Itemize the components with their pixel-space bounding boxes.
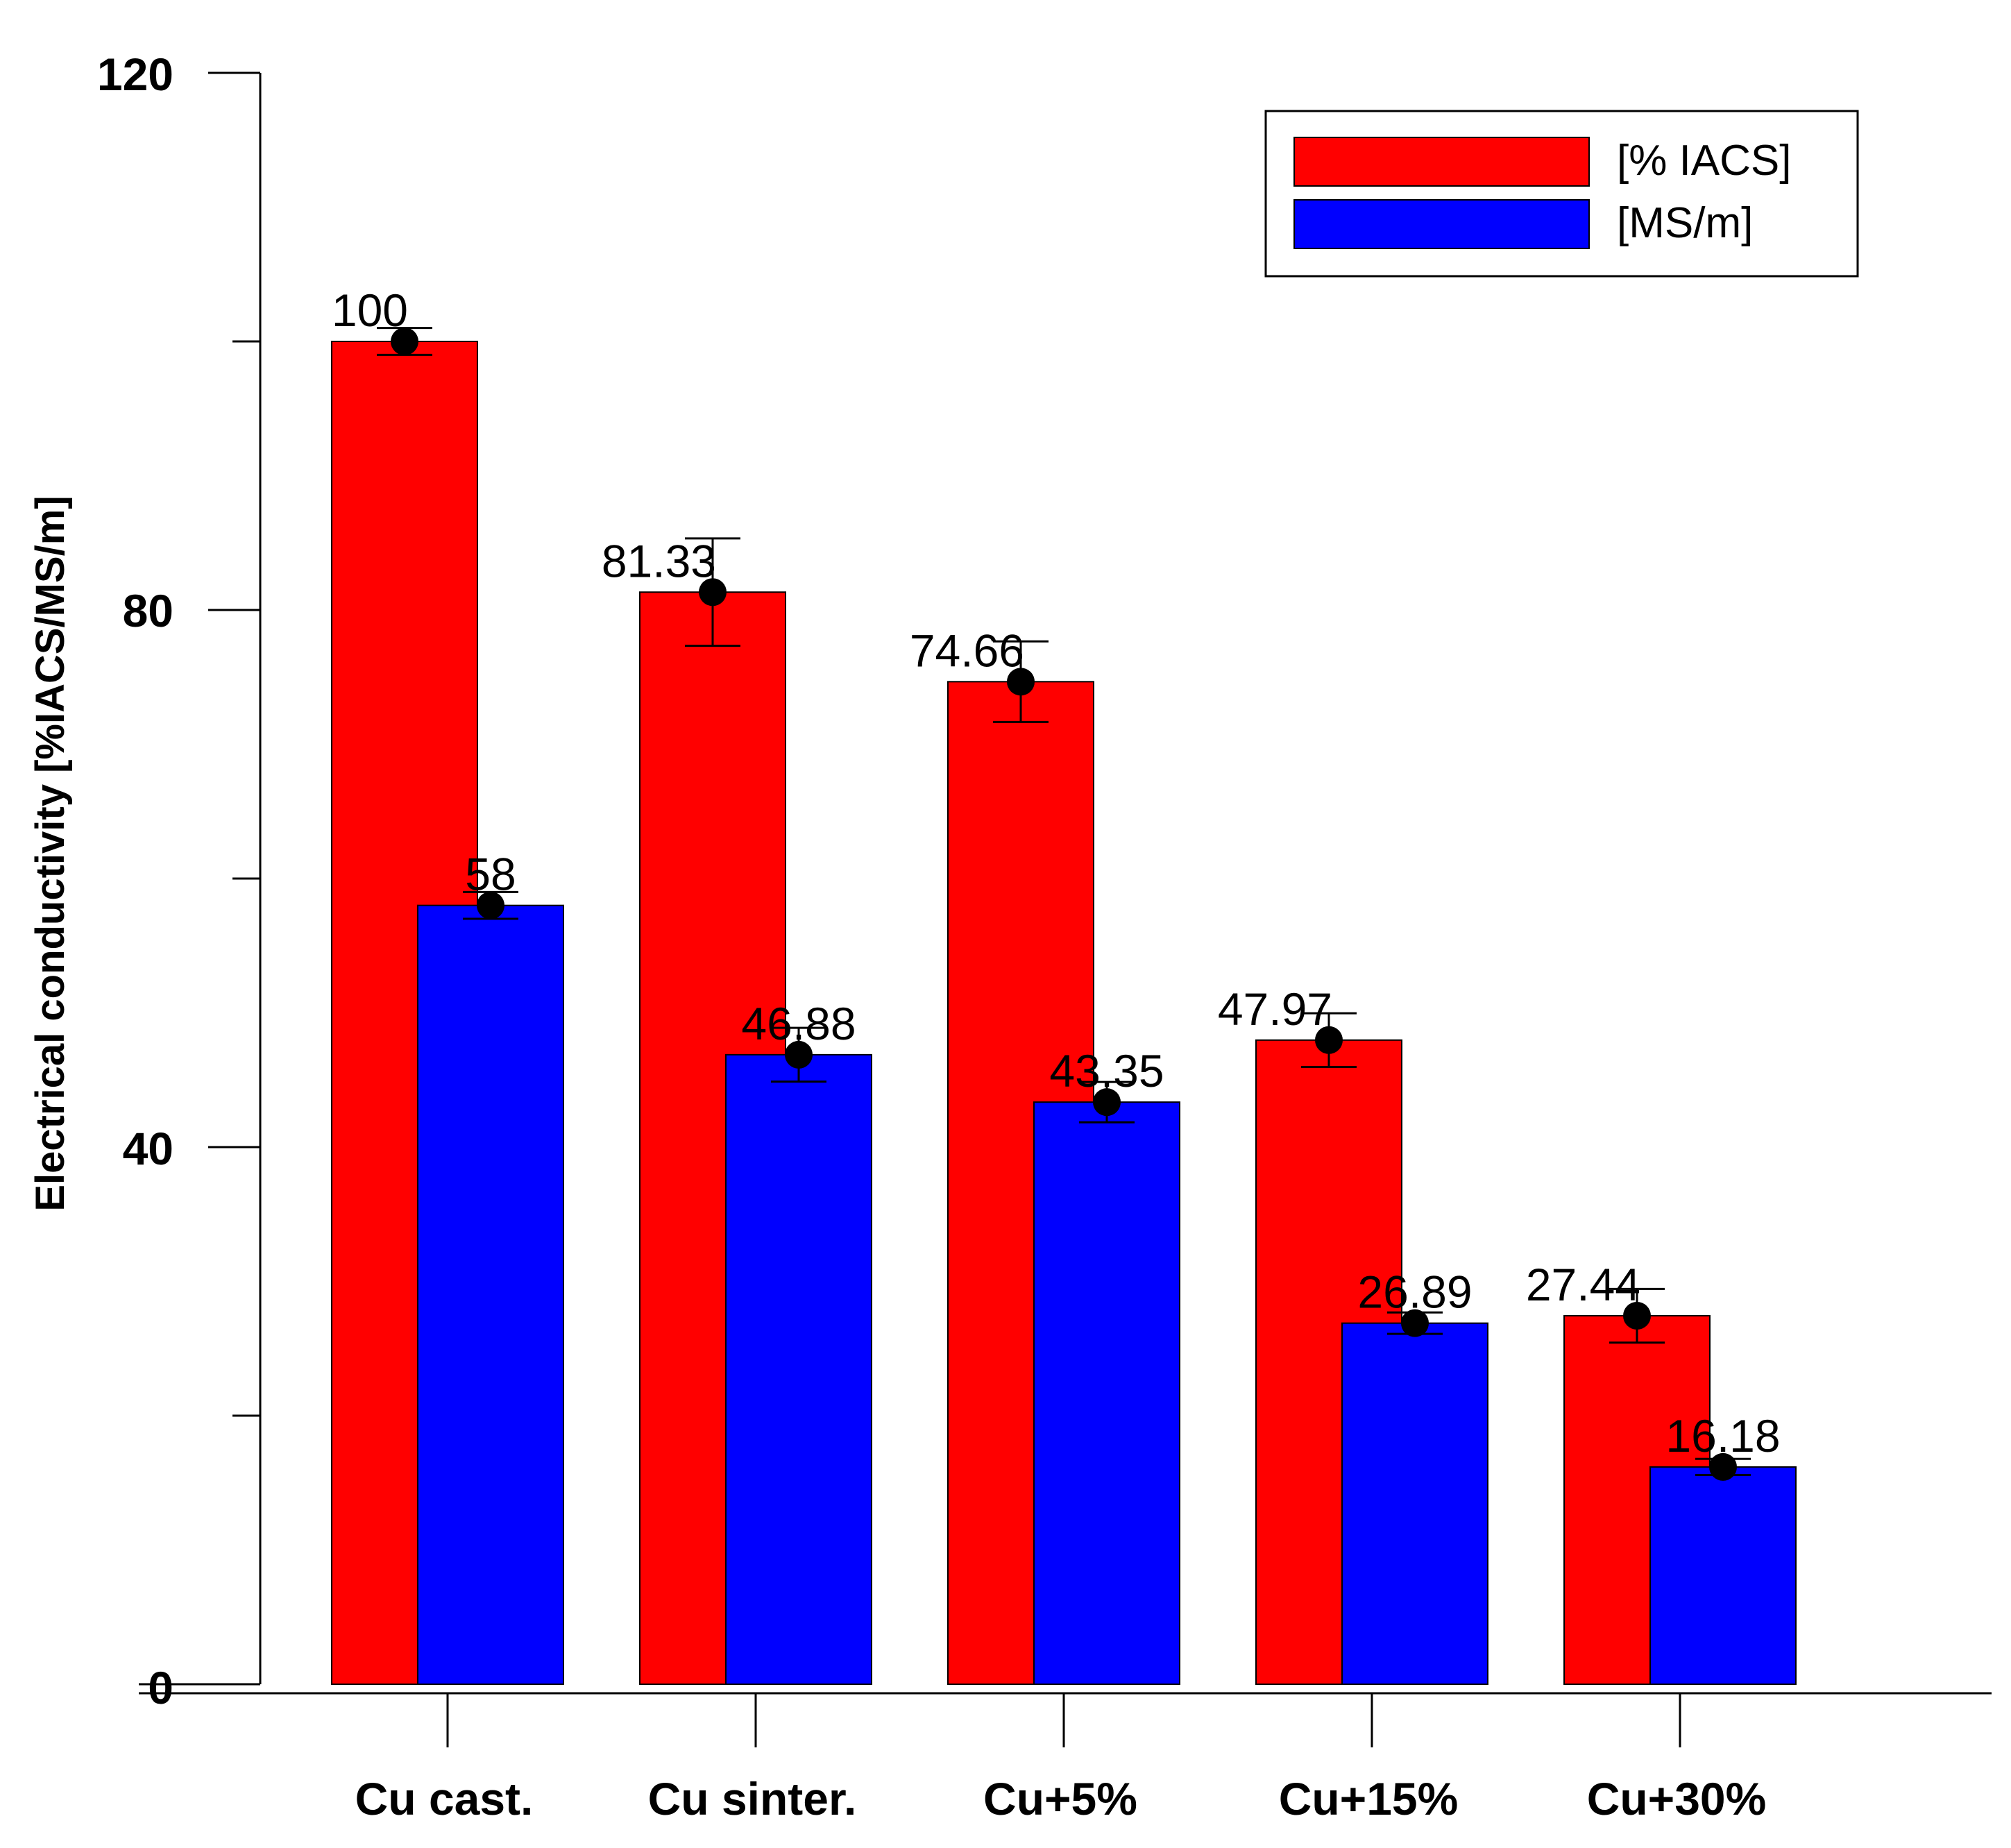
data-label-iacs-cu-sinter: 81.33: [602, 535, 716, 586]
y-tick-label-40: 40: [123, 1123, 173, 1174]
y-tick-label-120: 120: [97, 49, 173, 100]
data-label-iacs-cu-5: 74.66: [910, 625, 1024, 676]
marker-iacs-cu-sinter: [699, 578, 727, 607]
data-label-ms-cu-30: 16.18: [1665, 1410, 1780, 1461]
legend: [% IACS] [MS/m]: [1264, 110, 1859, 278]
x-tick-label-cu-5: Cu+5%: [983, 1773, 1137, 1824]
marker-iacs-cu-15: [1315, 1026, 1343, 1054]
marker-ms-cu-15: [1401, 1309, 1429, 1337]
marker-ms-cu-5: [1093, 1088, 1121, 1117]
marker-ms-cu-sinter: [785, 1040, 813, 1069]
marker-iacs-cu-cast: [391, 328, 418, 355]
marker-iacs-cu-30: [1623, 1302, 1651, 1330]
bars-group: 100 58 81.33 46.88 74.66 43.35 47.97 26.89 27.44…: [331, 285, 1797, 1685]
bar-ms-cu-cast: [417, 904, 564, 1685]
data-label-ms-cu-5: 43.35: [1049, 1045, 1164, 1096]
data-label-iacs-cu-cast: 100: [332, 285, 408, 336]
data-label-iacs-cu-15: 47.97: [1218, 983, 1332, 1035]
bar-ms-cu-sinter: [725, 1053, 872, 1685]
marker-ms-cu-30: [1709, 1452, 1737, 1481]
data-label-iacs-cu-30: 27.44: [1526, 1259, 1640, 1310]
x-tick-label-cu-15: Cu+15%: [1279, 1773, 1459, 1824]
y-tick-label-0: 0: [148, 1662, 173, 1713]
marker-ms-cu-cast: [477, 891, 504, 919]
legend-frame: [1264, 110, 1859, 278]
data-label-ms-cu-sinter: 46.88: [741, 998, 856, 1049]
legend-label-iacs: [% IACS]: [1617, 137, 1792, 185]
bar-ms-cu-30: [1649, 1466, 1797, 1685]
x-ticks-group: Cu cast. Cu sinter. Cu+5% Cu+15% Cu+30%: [355, 1693, 1767, 1824]
bar-ms-cu-15: [1341, 1322, 1488, 1685]
x-tick-label-cu-cast: Cu cast.: [355, 1773, 534, 1824]
legend-swatch-ms: [1293, 199, 1590, 249]
y-axis-label: Electrical conductivity [%IACS/MS/m]: [28, 495, 73, 1211]
legend-label-ms: [MS/m]: [1617, 199, 1753, 247]
legend-swatch-iacs: [1293, 137, 1590, 187]
data-label-ms-cu-cast: 58: [465, 849, 516, 900]
x-tick-label-cu-30: Cu+30%: [1587, 1773, 1767, 1824]
bar-ms-cu-5: [1033, 1101, 1180, 1685]
y-tick-label-80: 80: [123, 585, 173, 636]
marker-iacs-cu-5: [1007, 668, 1035, 696]
data-label-ms-cu-15: 26.89: [1357, 1266, 1472, 1318]
x-tick-label-cu-sinter: Cu sinter.: [648, 1773, 857, 1824]
